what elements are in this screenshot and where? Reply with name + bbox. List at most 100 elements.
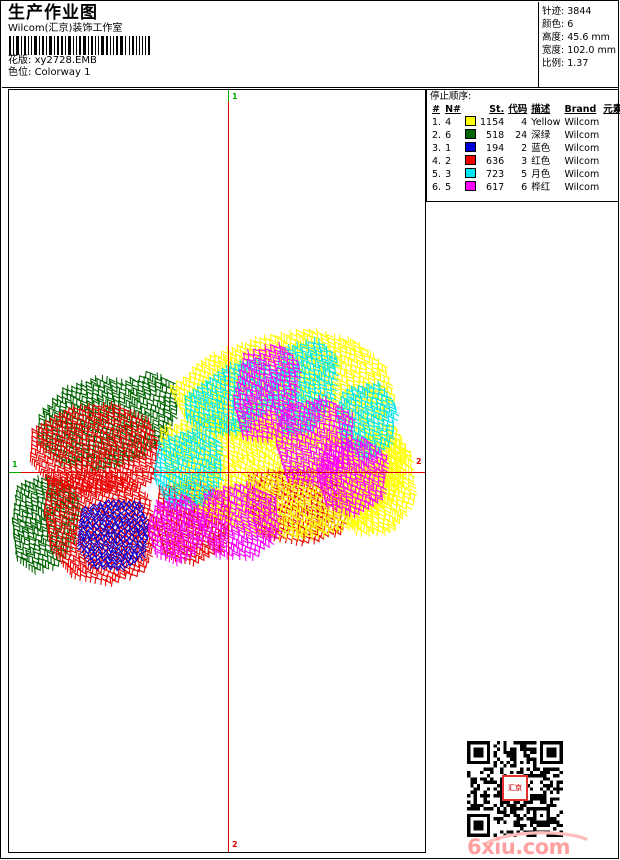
axis-tick-left: 1 (12, 460, 18, 469)
axis-vertical-origin-marker (228, 90, 229, 102)
row-code: 5 (521, 169, 528, 180)
row-description: 深绿 (531, 130, 551, 141)
thread-panel-title: 停止顺序: (430, 91, 472, 102)
color-swatch-icon (465, 142, 476, 152)
info-scale-label: 比例: (542, 58, 565, 69)
table-row[interactable]: 1. 4 1154 4 Yellow Wilcom (430, 116, 620, 129)
row-index: 3. (432, 143, 442, 154)
row-brand: Wilcom (564, 182, 600, 193)
thread-sequence-panel: 停止顺序: # N# St. 代码 描述 Brand 元素 1. 4 1154 4 Ye… (426, 89, 620, 202)
row-color-swatch (463, 168, 478, 181)
col-header-stitches: St. (489, 104, 505, 115)
axis-tick-top: 1 (232, 92, 238, 101)
satin-fill (233, 341, 302, 444)
row-code: 4 (521, 117, 528, 128)
field-pattern-file: 花版: xy2728.EMB (8, 55, 538, 67)
table-row[interactable]: 3. 1 194 2 蓝色 Wilcom (430, 142, 620, 155)
row-code: 3 (521, 156, 528, 167)
col-header-desc: 描述 (531, 104, 551, 115)
field-pattern-file-label: 花版: (8, 55, 32, 66)
row-stitch-count: 518 (486, 130, 505, 141)
info-stitches-label: 针迹: (542, 6, 565, 17)
row-needle: 2 (445, 156, 452, 167)
info-row-stitches: 针迹: 3844 (542, 5, 619, 18)
table-row[interactable]: 5. 3 723 5 月色 Wilcom (430, 168, 620, 181)
color-swatch-icon (465, 181, 476, 191)
row-color-swatch (463, 116, 478, 129)
col-header-swatch (463, 103, 478, 116)
design-canvas[interactable]: 1 2 1 2 (8, 89, 426, 853)
satin-fill (77, 498, 150, 572)
row-description: 月色 (531, 169, 551, 180)
barcode-icon (8, 36, 152, 55)
row-stitch-count: 617 (486, 182, 505, 193)
field-colorway: 色位: Colorway 1 (8, 67, 538, 79)
row-element (601, 129, 620, 142)
row-description: Yellow (531, 117, 561, 128)
watermark: 6xiu.com (465, 831, 590, 859)
row-color-swatch (463, 155, 478, 168)
satin-fill (199, 480, 283, 562)
satin-fill (336, 380, 400, 463)
satin-fill (153, 427, 224, 512)
row-element (601, 116, 620, 129)
table-row[interactable]: 6. 5 617 6 桦红 Wilcom (430, 181, 620, 194)
row-code: 6 (521, 182, 528, 193)
row-needle: 5 (445, 182, 452, 193)
info-row-colors: 颜色: 6 (542, 18, 619, 31)
row-brand: Wilcom (564, 117, 600, 128)
row-element (601, 142, 620, 155)
color-swatch-icon (465, 155, 476, 165)
row-brand: Wilcom (564, 143, 600, 154)
col-header-index: # (432, 104, 440, 115)
row-needle: 4 (445, 117, 452, 128)
table-row[interactable]: 2. 6 518 24 深绿 Wilcom (430, 129, 620, 142)
row-description: 红色 (531, 156, 551, 167)
col-header-element: 元素 (603, 104, 620, 115)
row-code: 2 (521, 143, 528, 154)
design-info-panel: 针迹: 3844 颜色: 6 高度: 45.6 mm 宽度: 102.0 mm … (539, 2, 619, 88)
studio-name: Wilcom(汇京)装饰工作室 (8, 23, 123, 34)
row-brand: Wilcom (564, 156, 600, 167)
watermark-text: 6xiu.com (467, 835, 571, 859)
field-colorway-label: 色位: (8, 67, 32, 78)
color-swatch-icon (465, 168, 476, 178)
row-color-swatch (463, 129, 478, 142)
row-needle: 3 (445, 169, 452, 180)
table-row[interactable]: 4. 2 636 3 红色 Wilcom (430, 155, 620, 168)
info-row-width: 宽度: 102.0 mm (542, 44, 619, 57)
info-width-value: 102.0 mm (567, 45, 616, 56)
table-header-row: # N# St. 代码 描述 Brand 元素 (430, 103, 620, 116)
row-color-swatch (463, 181, 478, 194)
field-colorway-value: Colorway 1 (34, 67, 91, 78)
row-index: 4. (432, 156, 442, 167)
info-height-value: 45.6 mm (567, 32, 610, 43)
page-title: 生产作业图 (8, 3, 98, 23)
row-stitch-count: 723 (486, 169, 505, 180)
row-index: 6. (432, 182, 442, 193)
row-index: 5. (432, 169, 442, 180)
row-index: 2. (432, 130, 442, 141)
row-code: 24 (515, 130, 528, 141)
qr-watermark-block: 汇京 6xiu.com (467, 741, 588, 858)
row-element (601, 168, 620, 181)
info-stitches-value: 3844 (567, 6, 592, 17)
qr-center-logo: 汇京 (502, 775, 528, 801)
row-stitch-count: 1154 (480, 117, 505, 128)
watermark-swoosh-icon (483, 831, 588, 846)
info-colors-value: 6 (567, 19, 574, 30)
satin-fill (275, 395, 356, 489)
info-row-height: 高度: 45.6 mm (542, 31, 619, 44)
row-brand: Wilcom (564, 169, 600, 180)
row-index: 1. (432, 117, 442, 128)
axis-horizontal-origin-marker (9, 472, 21, 473)
info-scale-value: 1.37 (567, 58, 589, 69)
info-width-label: 宽度: (542, 45, 565, 56)
row-stitch-count: 194 (486, 143, 505, 154)
col-header-brand: Brand (564, 104, 597, 115)
row-color-swatch (463, 142, 478, 155)
row-element (601, 155, 620, 168)
row-element (601, 181, 620, 194)
axis-horizontal (9, 472, 425, 473)
